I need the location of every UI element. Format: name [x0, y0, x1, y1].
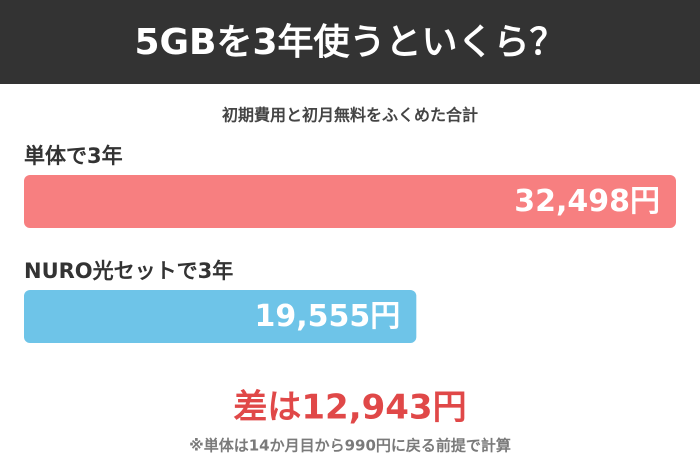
value-label: 19,555円: [255, 299, 401, 334]
category-label: NURO光セットで3年: [24, 259, 233, 283]
chart-title: 5GBを3年使うといくら？: [134, 22, 565, 63]
header-background: [0, 0, 700, 84]
category-label: 単体で3年: [24, 144, 123, 168]
chart-subtitle: 初期費用と初月無料をふくめた合計: [222, 106, 478, 125]
bar: [24, 175, 676, 228]
annotation: 差は12,943円: [233, 388, 466, 428]
value-label: 32,498円: [514, 184, 660, 219]
bar: [24, 290, 417, 343]
footnote: ※単体は14か月目から990円に戻る前提で計算: [189, 437, 511, 455]
